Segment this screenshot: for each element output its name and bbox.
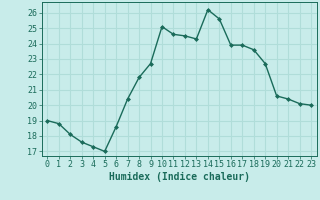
X-axis label: Humidex (Indice chaleur): Humidex (Indice chaleur) (109, 172, 250, 182)
